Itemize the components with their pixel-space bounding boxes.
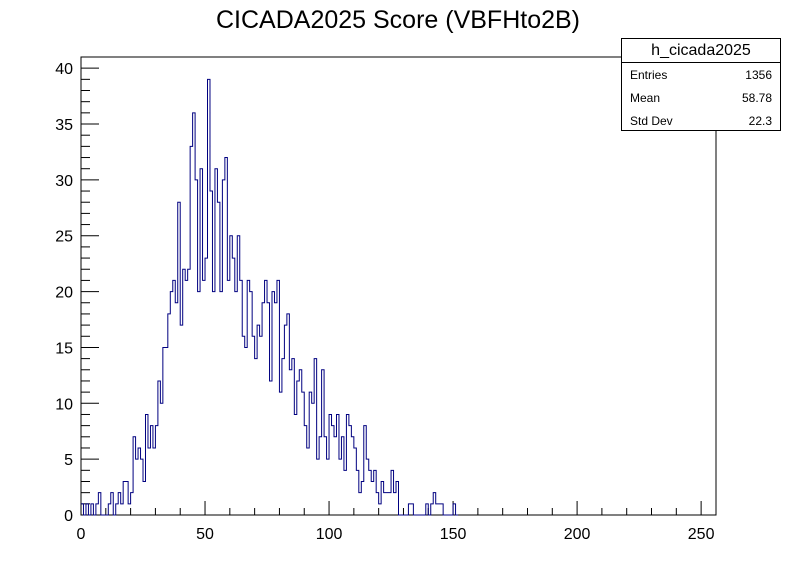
- histogram-bin: [143, 481, 145, 515]
- histogram-bin: [160, 403, 162, 515]
- y-tick-label: 10: [55, 396, 73, 413]
- mean-label: Mean: [630, 91, 661, 105]
- histogram-bin: [389, 493, 391, 515]
- histogram-bin: [165, 347, 167, 515]
- x-tick-label: 0: [77, 526, 86, 543]
- histogram-bin: [359, 493, 361, 515]
- histogram-bin: [205, 258, 207, 515]
- x-tick-label: 50: [196, 526, 214, 543]
- histogram-bin: [136, 459, 138, 515]
- histogram-bin: [255, 359, 257, 515]
- histogram-bin: [212, 292, 214, 515]
- histogram-bin: [153, 448, 155, 515]
- histogram-bin: [371, 481, 373, 515]
- histogram-bin: [334, 437, 336, 515]
- histogram-bin: [386, 493, 388, 515]
- histogram-bin: [436, 504, 438, 515]
- histogram-bin: [265, 280, 267, 515]
- histogram-bin: [203, 280, 205, 515]
- histogram-bin: [252, 336, 254, 515]
- histogram-bin: [173, 280, 175, 515]
- histogram-bin: [349, 426, 351, 515]
- y-tick-label: 35: [55, 117, 73, 134]
- histogram-bins: [81, 79, 456, 515]
- histogram-bin: [438, 504, 440, 515]
- y-tick-label: 15: [55, 340, 73, 357]
- chart-title: CICADA2025 Score (VBFHto2B): [215, 6, 581, 34]
- histogram-bin: [235, 292, 237, 515]
- histogram-bin: [279, 392, 281, 515]
- histogram-bin: [260, 336, 262, 515]
- stats-title: h_cicada2025: [622, 39, 780, 63]
- stats-box: h_cicada2025 Entries 1356 Mean 58.78 Std…: [621, 38, 781, 131]
- histogram-bin: [185, 280, 187, 515]
- x-tick-label: 200: [564, 526, 591, 543]
- entries-value: 1356: [745, 68, 772, 82]
- y-tick-label: 20: [55, 285, 73, 302]
- histogram-bin: [317, 459, 319, 515]
- tick-labels: 0 50 100 150 200 250 0 5 10 15 20 25 30 35 40: [55, 61, 714, 543]
- y-tick-label: 25: [55, 229, 73, 246]
- histogram-outline: [81, 78, 459, 516]
- histogram-bin: [121, 504, 123, 515]
- histogram-bin: [232, 258, 234, 515]
- y-tick-label: 5: [64, 452, 73, 469]
- stats-mean-row: Mean 58.78: [622, 87, 780, 109]
- histogram-bin: [175, 303, 177, 515]
- entries-label: Entries: [630, 68, 668, 82]
- histogram-bin: [294, 414, 296, 515]
- histogram-bin: [384, 493, 386, 515]
- histogram-bin: [198, 292, 200, 515]
- y-tick-label: 40: [55, 61, 73, 78]
- histogram-bin: [339, 459, 341, 515]
- std-value: 22.3: [748, 114, 772, 128]
- histogram-bin: [274, 303, 276, 515]
- histogram-bin: [344, 470, 346, 515]
- y-tick-label: 30: [55, 173, 73, 190]
- histogram-bin: [227, 280, 229, 515]
- histogram-bin: [351, 437, 353, 515]
- x-tick-label: 100: [316, 526, 343, 543]
- histogram-bin: [188, 269, 190, 515]
- stats-entries-row: Entries 1356: [622, 64, 780, 86]
- histogram-bin: [180, 325, 182, 515]
- histogram-bin: [220, 292, 222, 515]
- x-tick-label: 250: [688, 526, 715, 543]
- histogram-bin: [289, 370, 291, 515]
- histogram-bin: [242, 336, 244, 515]
- std-label: Std Dev: [630, 114, 673, 128]
- mean-value: 58.78: [741, 91, 772, 105]
- stats-std-row: Std Dev 22.3: [622, 110, 780, 132]
- histogram-bin: [332, 426, 334, 515]
- histogram-bin: [307, 448, 309, 515]
- histogram-bin: [394, 493, 396, 515]
- histogram-bin: [245, 347, 247, 515]
- histogram-bin: [270, 381, 272, 515]
- x-tick-label: 150: [440, 526, 467, 543]
- histogram-bin: [170, 292, 172, 515]
- histogram-bin: [312, 403, 314, 515]
- histogram-bin: [148, 448, 150, 515]
- y-tick-label: 0: [64, 508, 73, 525]
- axis-ticks: [80, 56, 702, 516]
